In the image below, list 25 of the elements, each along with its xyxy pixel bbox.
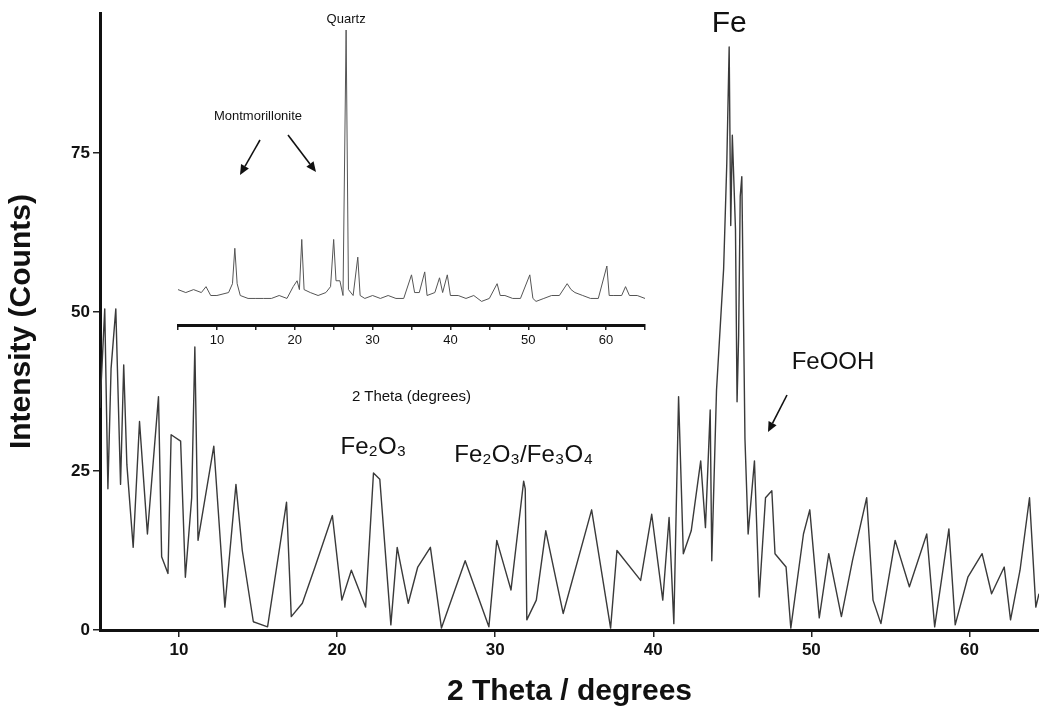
annotation: Montmorillonite xyxy=(213,107,303,123)
x-tick-label: 20 xyxy=(287,332,302,348)
x-tick-label: 20 xyxy=(327,639,347,659)
y-tick-label: 25 xyxy=(71,460,90,480)
x-tick-label: 40 xyxy=(443,332,458,348)
x-tick-label: 30 xyxy=(485,639,505,659)
annotation: Fe₂O₃/Fe₃O₄ xyxy=(454,439,593,467)
x-tick-label: 10 xyxy=(209,332,225,348)
x-axis-title: 2 Theta (degrees) xyxy=(352,387,471,405)
y-tick-label: 0 xyxy=(80,619,90,639)
annotation: Quartz xyxy=(326,11,366,27)
x-tick-label: 40 xyxy=(643,639,663,659)
y-tick-label: 50 xyxy=(71,301,90,321)
x-tick-label: 50 xyxy=(801,639,821,659)
x-tick-label: 60 xyxy=(959,639,979,659)
annotation: Fe₂O₃ xyxy=(340,431,407,459)
x-tick-label: 30 xyxy=(365,332,380,348)
x-axis-title: 2 Theta / degrees xyxy=(446,673,693,707)
y-tick-label: 75 xyxy=(71,142,90,162)
y-axis-title: Intensity (Counts) xyxy=(3,194,37,450)
annotation: FeOOH xyxy=(791,346,875,374)
x-tick-label: 60 xyxy=(598,332,614,348)
x-tick-label: 10 xyxy=(169,639,189,659)
x-tick-label: 50 xyxy=(521,332,536,348)
annotation: Fe xyxy=(711,5,747,39)
